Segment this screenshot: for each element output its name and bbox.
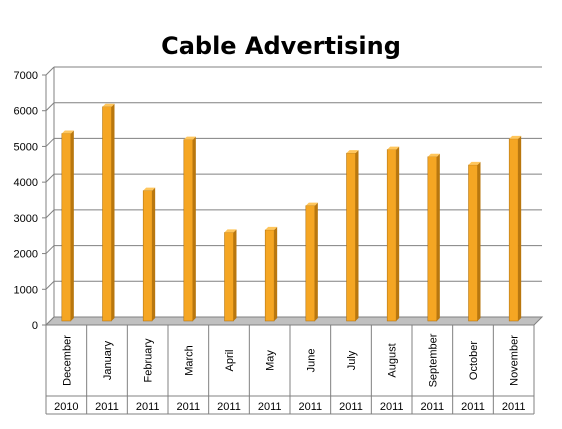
- bar-side: [355, 150, 359, 321]
- x-year-label: 2011: [380, 401, 404, 413]
- x-year-label: 2011: [299, 401, 323, 413]
- bar-top: [265, 226, 278, 230]
- bar-side: [436, 153, 440, 321]
- bar-top: [183, 136, 196, 140]
- bar-top: [305, 202, 318, 206]
- bar: [427, 153, 440, 322]
- bar-top: [61, 130, 74, 134]
- x-tick-label: September: [427, 333, 439, 387]
- bar-side: [396, 146, 400, 321]
- grid-layer: [42, 66, 544, 326]
- bar-front: [61, 133, 72, 322]
- bar-top: [102, 103, 115, 107]
- x-tick-label: May: [265, 350, 277, 371]
- y-tick-label: 6000: [14, 106, 38, 118]
- bar: [142, 187, 156, 322]
- bar-front: [102, 106, 112, 322]
- y-axis-ticks: 0 1000 2000 3000 4000 5000 6000 7000: [14, 70, 38, 332]
- bar-top: [509, 135, 522, 139]
- gridline-side: [45, 245, 55, 254]
- bar-front: [142, 190, 153, 322]
- chart-title: Cable Advertising: [161, 32, 401, 60]
- bar-side: [70, 130, 74, 321]
- bar-front: [224, 232, 234, 322]
- bar-top: [346, 150, 359, 154]
- bar-front: [468, 164, 478, 322]
- bar: [305, 202, 318, 322]
- x-year-label: 2011: [95, 401, 119, 413]
- bar-front: [183, 139, 194, 322]
- x-tick-label: August: [387, 343, 399, 377]
- x-year-label: 2011: [502, 401, 526, 413]
- y-tick-label: 7000: [14, 70, 38, 82]
- bar-side: [152, 187, 156, 321]
- x-year-label: 2011: [421, 401, 445, 413]
- y-tick-label: 2000: [14, 249, 38, 261]
- bar-top: [143, 187, 156, 191]
- bar-side: [233, 229, 237, 321]
- x-year-label: 2011: [177, 401, 201, 413]
- bar-top: [224, 229, 237, 233]
- x-axis: December 2010 January 2011 February 2011 March…: [45, 325, 535, 415]
- bar-front: [264, 229, 275, 322]
- bar-side: [314, 202, 318, 321]
- bar-top: [427, 153, 440, 157]
- x-year-label: 2011: [461, 401, 485, 413]
- bar-front: [386, 149, 397, 322]
- gridline-side: [45, 173, 55, 183]
- bar-top: [387, 146, 400, 150]
- gridline-side: [45, 138, 55, 147]
- bar-front: [346, 152, 356, 322]
- bar: [468, 161, 481, 322]
- bar-side: [518, 135, 522, 321]
- y-tick-label: 3000: [14, 213, 38, 225]
- x-year-label: 2011: [258, 401, 282, 413]
- bar-front: [508, 138, 519, 322]
- bar: [224, 229, 237, 322]
- x-tick-label: October: [468, 341, 480, 380]
- gridline-side: [45, 209, 55, 219]
- bar-side: [192, 136, 196, 321]
- x-tick-label: December: [61, 335, 73, 386]
- bar: [346, 150, 359, 322]
- bar-front: [305, 205, 316, 322]
- bars: [61, 103, 522, 322]
- x-tick-label: January: [102, 340, 114, 380]
- bar: [102, 103, 115, 322]
- x-tick-label: February: [143, 338, 155, 383]
- x-tick-label: June: [305, 349, 317, 373]
- bar: [61, 130, 74, 322]
- x-tick-label: March: [183, 345, 195, 376]
- bar-top: [468, 161, 481, 165]
- x-year-label: 2011: [136, 401, 160, 413]
- bar-side: [477, 161, 481, 321]
- y-tick-label: 4000: [14, 177, 38, 189]
- bar-side: [274, 226, 278, 321]
- bar: [183, 136, 196, 322]
- bar: [386, 146, 400, 322]
- x-tick-label: July: [346, 350, 358, 370]
- x-tick-label: April: [224, 349, 236, 371]
- bar: [264, 226, 278, 322]
- y-tick-label: 5000: [14, 141, 38, 153]
- y-tick-label: 0: [32, 320, 38, 332]
- x-year-label: 2011: [217, 401, 241, 413]
- gridline-side: [45, 66, 55, 76]
- bar: [508, 135, 522, 322]
- bar-front: [427, 156, 438, 322]
- x-year-label: 2011: [339, 401, 363, 413]
- y-tick-label: 1000: [14, 284, 38, 296]
- x-year-label: 2010: [54, 401, 78, 413]
- chart-floor: [44, 316, 544, 326]
- gridline-side: [45, 102, 55, 112]
- bar-side: [111, 103, 115, 321]
- x-tick-label: November: [509, 335, 521, 386]
- gridline-side: [45, 280, 55, 290]
